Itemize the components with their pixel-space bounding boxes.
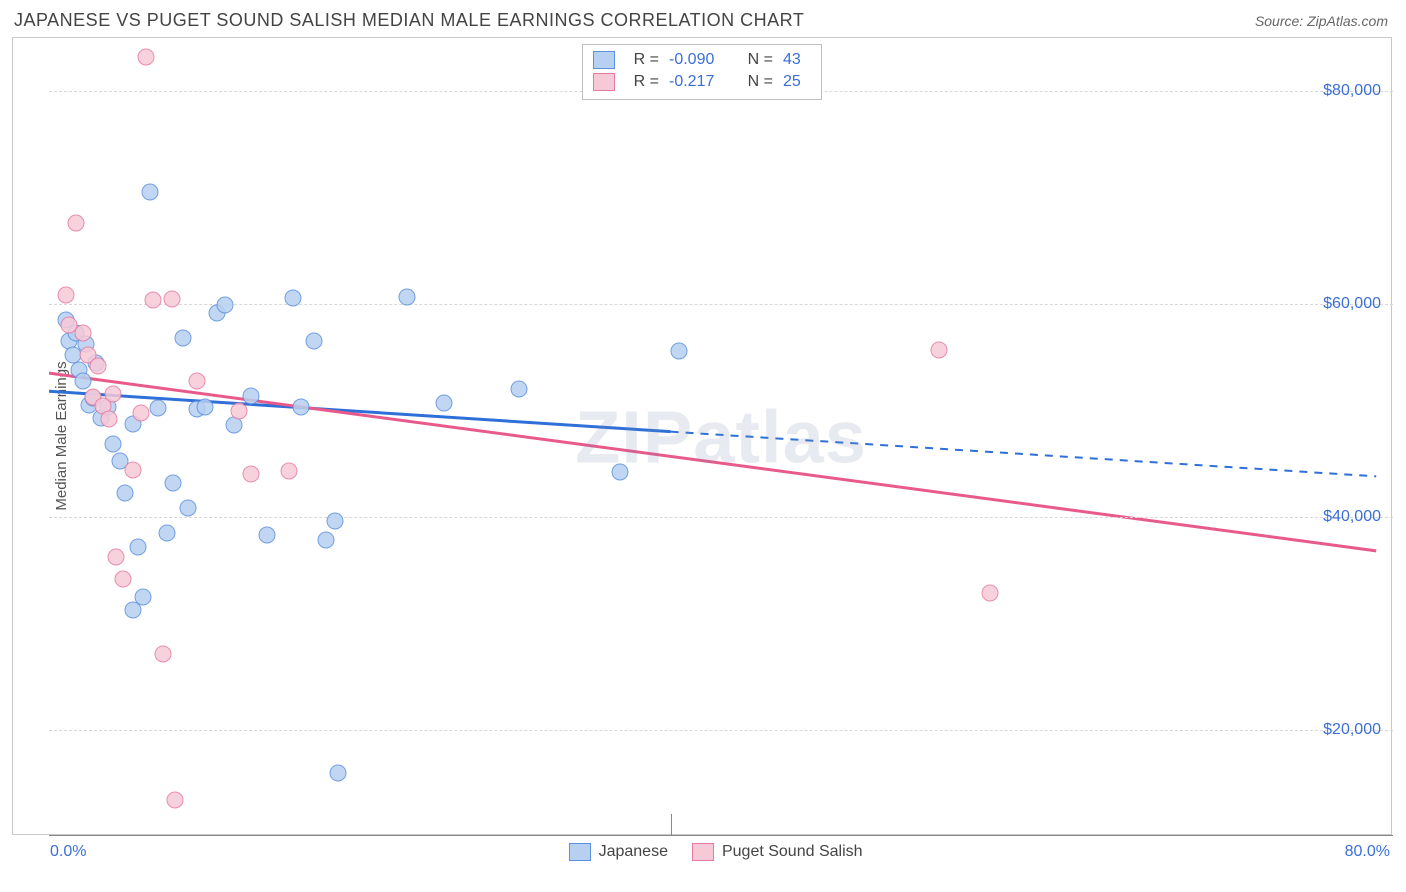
legend-r-label: R = (625, 71, 659, 93)
gridline (49, 304, 1393, 305)
scatter-point (155, 646, 172, 663)
scatter-point (175, 330, 192, 347)
trend-line (671, 432, 1377, 477)
scatter-point (326, 513, 343, 530)
scatter-point (180, 500, 197, 517)
x-min-label: 0.0% (50, 843, 86, 861)
legend-row: R = -0.217 N = 25 (593, 71, 809, 93)
scatter-point (259, 526, 276, 543)
scatter-point (130, 538, 147, 555)
legend-n-value: 43 (783, 49, 809, 71)
legend-swatch (593, 51, 615, 69)
chart-frame: Median Male Earnings ZIPatlas $20,000$40… (12, 37, 1392, 835)
scatter-point (104, 386, 121, 403)
series-name: Puget Sound Salish (722, 843, 863, 861)
scatter-point (108, 549, 125, 566)
scatter-point (293, 399, 310, 416)
y-tick-label: $40,000 (1323, 508, 1381, 526)
scatter-point (125, 461, 142, 478)
scatter-point (612, 464, 629, 481)
plot-area: ZIPatlas $20,000$40,000$60,000$80,000 (49, 38, 1393, 836)
x-axis (49, 835, 1393, 836)
source-label: Source: ZipAtlas.com (1255, 13, 1388, 29)
scatter-point (217, 297, 234, 314)
scatter-point (145, 291, 162, 308)
legend-n-value: 25 (783, 71, 809, 93)
scatter-point (67, 215, 84, 232)
scatter-point (329, 765, 346, 782)
correlation-legend: R = -0.090 N = 43 R = -0.217 N = 25 (582, 44, 822, 100)
legend-r-value: -0.217 (669, 71, 729, 93)
scatter-point (165, 474, 182, 491)
scatter-point (57, 287, 74, 304)
scatter-point (398, 288, 415, 305)
scatter-point (89, 357, 106, 374)
scatter-point (141, 184, 158, 201)
scatter-point (158, 524, 175, 541)
x-max-label: 80.0% (1345, 843, 1390, 861)
scatter-point (318, 532, 335, 549)
gridline (49, 517, 1393, 518)
scatter-point (114, 570, 131, 587)
scatter-point (281, 463, 298, 480)
scatter-point (197, 399, 214, 416)
x-axis-labels: 0.0% Japanese Puget Sound Salish 80.0% (0, 843, 1406, 861)
scatter-point (125, 602, 142, 619)
legend-swatch (593, 73, 615, 91)
legend-r-label: R = (625, 49, 659, 71)
scatter-point (188, 372, 205, 389)
series-name: Japanese (599, 843, 668, 861)
chart-title: JAPANESE VS PUGET SOUND SALISH MEDIAN MA… (14, 10, 804, 31)
scatter-point (163, 290, 180, 307)
scatter-point (74, 324, 91, 341)
legend-r-value: -0.090 (669, 49, 729, 71)
scatter-point (167, 791, 184, 808)
scatter-point (133, 404, 150, 421)
legend-n-label: N = (739, 49, 773, 71)
scatter-point (104, 436, 121, 453)
legend-n-label: N = (739, 71, 773, 93)
legend-swatch (692, 843, 714, 861)
scatter-point (150, 400, 167, 417)
scatter-point (671, 342, 688, 359)
series-legend-item: Puget Sound Salish (692, 843, 863, 861)
scatter-point (931, 341, 948, 358)
scatter-point (435, 394, 452, 411)
gridline (49, 730, 1393, 731)
series-legend: Japanese Puget Sound Salish (569, 843, 863, 861)
scatter-point (306, 333, 323, 350)
scatter-point (74, 372, 91, 389)
y-tick-label: $80,000 (1323, 82, 1381, 100)
scatter-point (242, 466, 259, 483)
scatter-point (242, 387, 259, 404)
x-tick (671, 814, 672, 836)
legend-swatch (569, 843, 591, 861)
series-legend-item: Japanese (569, 843, 668, 861)
scatter-point (511, 381, 528, 398)
scatter-point (981, 585, 998, 602)
scatter-point (284, 289, 301, 306)
scatter-point (116, 485, 133, 502)
legend-row: R = -0.090 N = 43 (593, 49, 809, 71)
y-tick-label: $20,000 (1323, 721, 1381, 739)
y-tick-label: $60,000 (1323, 295, 1381, 313)
scatter-point (101, 410, 118, 427)
scatter-point (230, 403, 247, 420)
scatter-point (138, 49, 155, 66)
